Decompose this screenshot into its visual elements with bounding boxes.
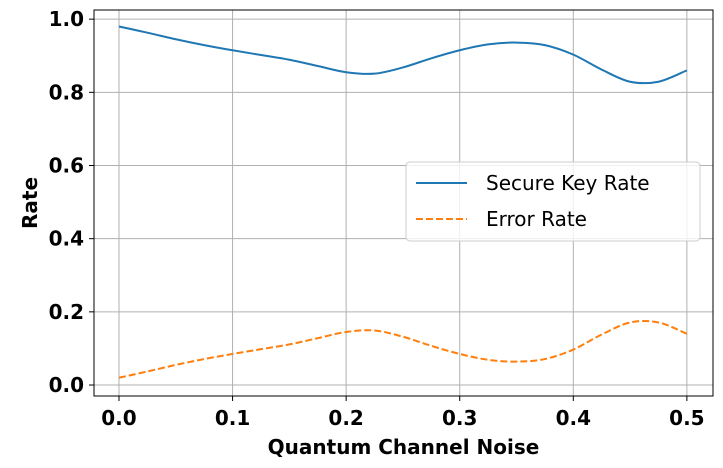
x-tick-label: 0.2 (328, 406, 363, 430)
series-line-1 (118, 25, 688, 85)
x-axis-label: Quantum Channel Noise (268, 435, 540, 459)
series-line-2 (118, 319, 688, 379)
y-tick-label: 0.8 (49, 80, 84, 104)
series-layer (118, 25, 688, 379)
legend-box (405, 161, 701, 242)
y-tick-label: 0.2 (49, 300, 84, 324)
x-tick-label: 0.4 (556, 406, 591, 430)
legend-label: Secure Key Rate (486, 171, 650, 195)
plot-frame (93, 9, 714, 397)
y-tick-label: 0.4 (49, 227, 84, 251)
x-tick-label: 0.3 (442, 406, 477, 430)
x-tick-label: 0.1 (215, 406, 250, 430)
y-tick-label: 0.6 (49, 153, 84, 177)
x-tick-label: 0.5 (669, 406, 704, 430)
ticks: 0.0 0.1 0.2 0.3 0.4 0.5 0.0 0.2 0.4 0.6 0.8 1.0 (49, 7, 705, 430)
x-tick-label: 0.0 (101, 406, 136, 430)
legend-label: Error Rate (486, 207, 587, 231)
y-tick-label: 1.0 (49, 7, 84, 31)
y-axis-label: Rate (18, 177, 42, 229)
y-tick-label: 0.0 (49, 373, 84, 397)
legend: Secure Key Rate Error Rate (405, 161, 701, 242)
